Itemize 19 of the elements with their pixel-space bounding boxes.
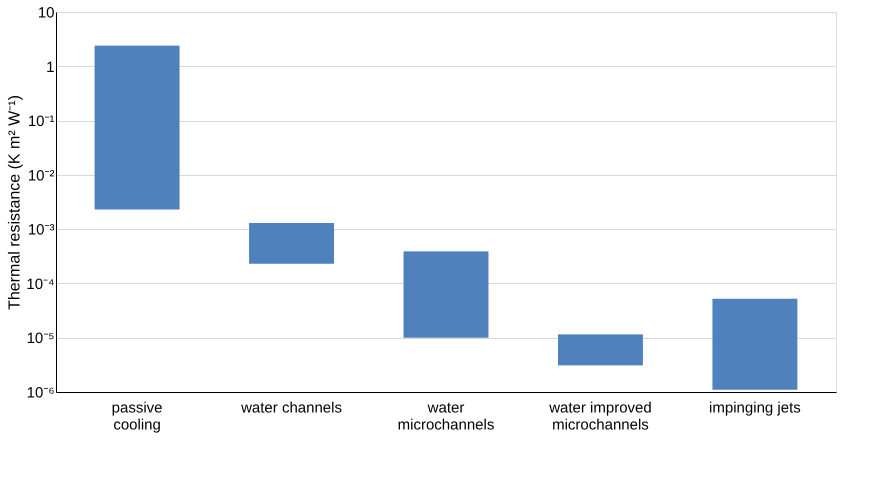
x-tick-label: water improved microchannels xyxy=(548,400,652,434)
bar xyxy=(712,298,798,390)
y-axis-title: Thermal resistance (K m² W⁻¹) xyxy=(6,95,24,310)
bar xyxy=(558,334,643,366)
x-tick-label: passive cooling xyxy=(112,400,163,434)
y-tick-label: 10⁻⁶ xyxy=(26,384,54,402)
bar xyxy=(94,46,180,210)
y-tick-label: 10⁻³ xyxy=(28,222,54,239)
y-tick-label: 10 xyxy=(38,4,54,22)
x-tick-label: water microchannels xyxy=(398,400,494,434)
bar xyxy=(249,222,334,264)
y-tick-label: 10⁻² xyxy=(28,167,54,184)
x-tick-label: impinging jets xyxy=(709,400,801,416)
y-tick-label: 1 xyxy=(46,58,54,76)
y-tick-label: 10⁻¹ xyxy=(28,113,54,130)
y-tick-label: 10⁻⁵ xyxy=(26,330,54,348)
x-tick-label: water channels xyxy=(240,400,342,416)
bar xyxy=(404,251,488,338)
y-tick-label: 10⁻⁴ xyxy=(26,276,54,293)
